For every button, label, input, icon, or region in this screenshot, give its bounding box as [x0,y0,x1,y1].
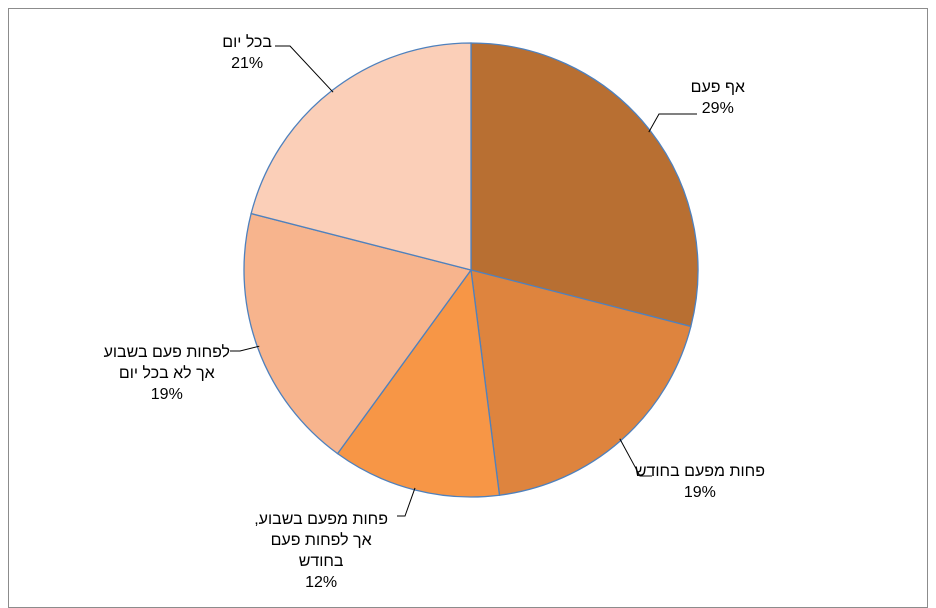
leader-line-3 [397,487,416,517]
leader-lines [230,45,697,517]
leader-line-4 [230,345,260,352]
slice-category-label-3: פחות מפעם בשבוע, [254,511,388,528]
leader-line-5 [275,45,334,93]
slice-category-label-2: פחות מפעם בחודש [635,463,765,480]
slice-value-label-1: 29% [702,100,734,117]
slice-category-label-3: אך לפחות פעם [271,531,372,549]
slice-value-label-2: 19% [684,484,716,501]
leader-line-1 [648,113,697,133]
slice-value-label-3: 12% [305,574,337,591]
slice-value-label-4: 19% [151,386,183,403]
slice-category-label-5: בכל יום [222,33,272,51]
slice-category-label-4: לפחות פעם בשבוע [104,343,230,361]
slice-category-label-1: אף פעם [691,79,745,96]
slice-category-label-4: אך לא בכל יום [119,364,215,382]
pie-slices [243,42,699,498]
slice-value-label-5: 21% [231,55,263,72]
slice-labels: אף פעם 29% פחות מפעם בחודש 19% פחות מפעם בשב… [104,33,765,591]
leader-line-2 [619,438,652,477]
pie-slice-1 [470,42,699,328]
slice-category-label-3: בחודש [299,553,344,570]
